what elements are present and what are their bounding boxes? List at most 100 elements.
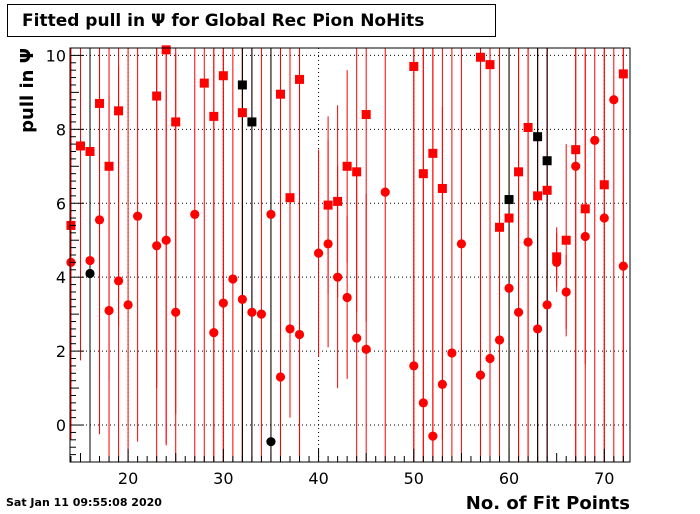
x-tick-label: 30	[213, 469, 233, 488]
plot-frame	[69, 47, 631, 463]
data-point-square	[542, 185, 552, 195]
data-point-square	[104, 161, 114, 171]
data-point-square	[247, 117, 257, 127]
data-point-circle	[152, 241, 162, 251]
data-point-circle	[475, 370, 486, 380]
y-tick-label: 0	[56, 416, 66, 435]
data-point-square	[580, 204, 590, 214]
data-point-square	[333, 196, 343, 206]
data-point-circle	[352, 333, 362, 343]
data-point-square	[161, 45, 171, 55]
data-point-square	[542, 156, 552, 166]
y-tick-label: 6	[56, 194, 66, 213]
data-point-circle	[447, 348, 457, 358]
data-point-circle	[523, 237, 533, 247]
data-point-circle	[561, 287, 571, 297]
data-markers	[66, 45, 628, 447]
data-point-square	[552, 252, 562, 262]
data-point-circle	[580, 231, 590, 242]
data-point-circle	[218, 298, 228, 308]
data-point-circle	[275, 372, 286, 382]
x-tick-label: 70	[594, 469, 614, 488]
x-tick-label: 50	[404, 469, 424, 488]
data-point-square	[561, 235, 571, 245]
data-point-square	[475, 52, 485, 62]
data-point-circle	[104, 305, 114, 316]
data-point-circle	[113, 276, 124, 286]
data-point-circle	[571, 161, 581, 171]
data-point-square	[504, 213, 514, 223]
data-point-square	[495, 222, 505, 232]
data-point-circle	[190, 209, 200, 219]
data-point-circle	[171, 307, 181, 317]
timestamp: Sat Jan 11 09:55:08 2020	[6, 496, 162, 509]
y-tick-label: 10	[46, 46, 66, 65]
data-point-circle	[342, 292, 352, 303]
y-tick-label: 8	[56, 120, 66, 139]
chart-title: Fitted pull in Ψ for Global Rec Pion NoH…	[22, 11, 425, 31]
x-tick-label: 40	[308, 469, 328, 488]
data-point-square	[485, 60, 495, 70]
data-point-circle	[294, 329, 305, 340]
data-point-square	[237, 108, 247, 118]
data-point-circle	[209, 328, 219, 338]
data-point-square	[285, 193, 295, 203]
data-point-circle	[609, 95, 619, 105]
data-point-square	[209, 111, 219, 121]
data-point-circle	[266, 209, 276, 219]
data-point-circle	[456, 239, 467, 249]
data-point-circle	[123, 300, 133, 310]
error-bars	[70, 48, 624, 462]
data-point-square	[361, 110, 371, 120]
data-point-square	[504, 195, 514, 205]
data-point-square	[523, 122, 533, 132]
data-point-square	[95, 98, 105, 108]
data-point-square	[114, 106, 124, 116]
data-point-circle	[237, 294, 247, 304]
data-point-square	[352, 167, 362, 177]
data-point-square	[618, 69, 628, 79]
data-point-circle	[247, 307, 257, 317]
title-box: Fitted pull in Ψ for Global Rec Pion NoH…	[7, 4, 496, 37]
data-point-circle	[590, 135, 600, 146]
data-point-square	[199, 78, 209, 88]
y-tick-label: 4	[56, 268, 66, 287]
data-point-square	[237, 80, 247, 90]
data-point-square	[599, 180, 609, 190]
data-point-circle	[409, 361, 419, 371]
data-point-circle	[85, 255, 95, 266]
data-point-circle	[418, 398, 428, 408]
data-point-square	[533, 132, 543, 142]
y-axis-label: pull in Ψ	[17, 48, 38, 133]
data-point-circle	[437, 379, 447, 389]
data-point-square	[75, 141, 85, 151]
data-point-circle	[333, 272, 343, 282]
data-point-circle	[618, 261, 628, 271]
data-point-square	[428, 148, 438, 158]
data-point-circle	[428, 431, 438, 441]
data-point-circle	[552, 257, 562, 267]
data-point-circle	[85, 268, 95, 279]
data-point-square	[533, 191, 543, 201]
axes: 20 30 40 50 60 70 0 2 4 6 8 10	[46, 46, 624, 488]
data-point-circle	[285, 324, 295, 334]
data-point-square	[418, 169, 428, 179]
data-point-circle	[256, 309, 267, 319]
data-point-circle	[94, 215, 105, 225]
x-axis-label: No. of Fit Points	[466, 493, 630, 514]
data-point-square	[218, 71, 228, 81]
x-tick-label: 20	[118, 469, 138, 488]
data-point-square	[152, 91, 162, 101]
data-point-square	[514, 167, 524, 177]
data-point-circle	[380, 187, 390, 197]
data-point-circle	[323, 239, 333, 249]
data-point-circle	[313, 248, 324, 258]
data-point-circle	[599, 213, 609, 223]
data-point-square	[171, 117, 181, 127]
data-point-circle	[361, 344, 371, 354]
data-point-circle	[485, 353, 495, 364]
x-tick-label: 60	[499, 469, 519, 488]
data-point-square	[571, 145, 581, 155]
